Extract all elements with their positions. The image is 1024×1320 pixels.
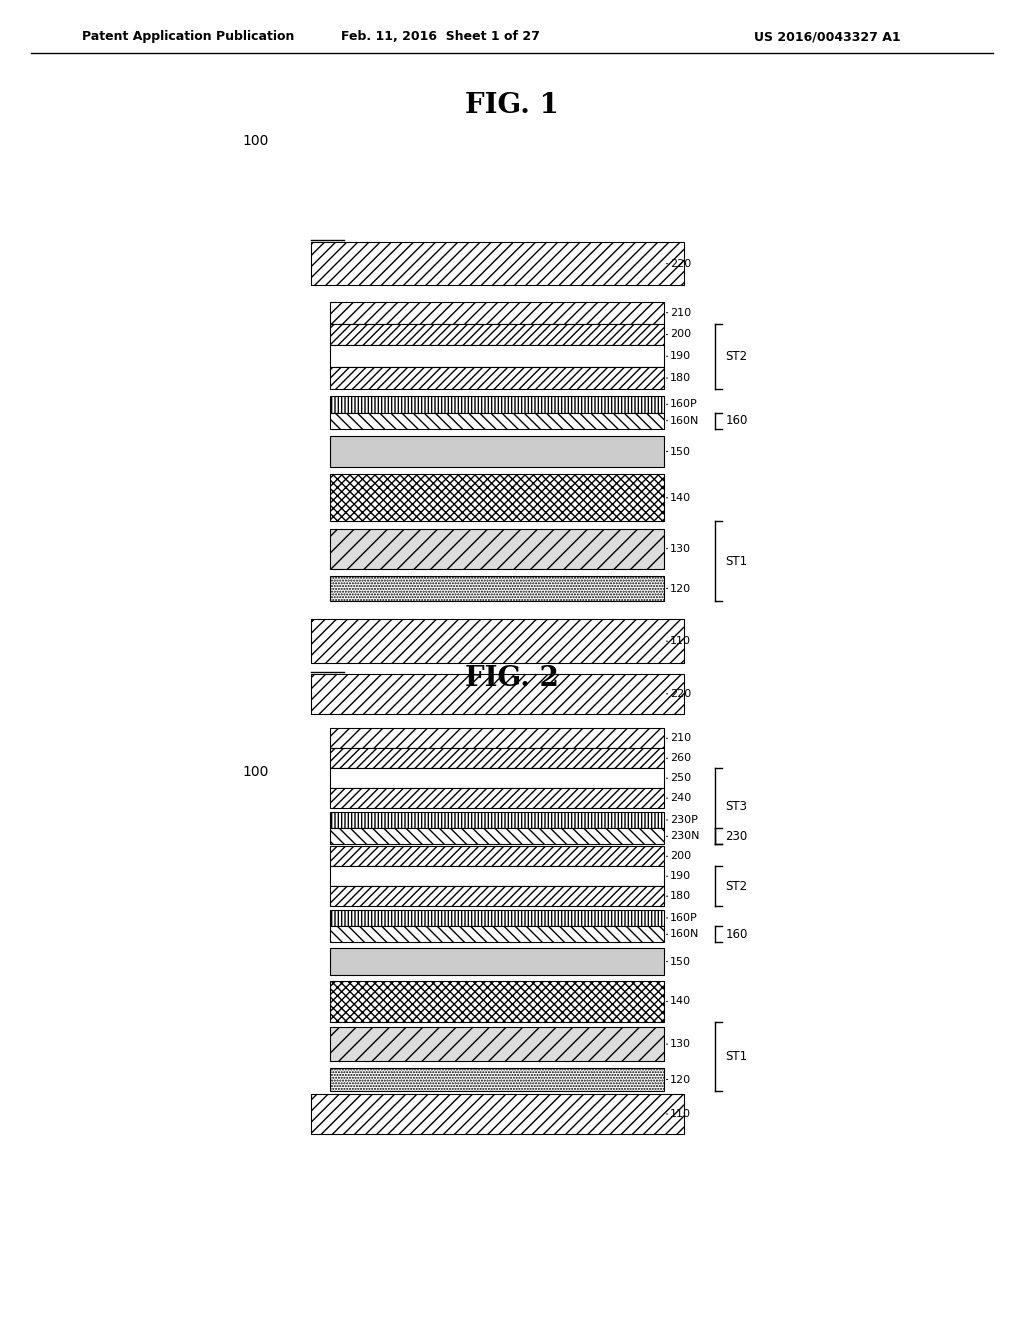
- Text: US 2016/0043327 A1: US 2016/0043327 A1: [755, 30, 901, 44]
- Bar: [331, 768, 664, 788]
- Bar: [331, 812, 664, 828]
- Bar: [331, 729, 664, 748]
- Text: 110: 110: [670, 636, 691, 647]
- Text: 120: 120: [670, 1074, 691, 1085]
- Bar: [331, 927, 664, 942]
- Bar: [331, 748, 664, 768]
- Text: ST2: ST2: [726, 879, 748, 892]
- Text: 230P: 230P: [670, 814, 698, 825]
- Text: 210: 210: [670, 308, 691, 318]
- Text: 160P: 160P: [670, 400, 697, 409]
- Text: 230: 230: [726, 830, 748, 842]
- Text: 160: 160: [726, 928, 748, 941]
- Bar: [331, 866, 664, 886]
- Text: ST2: ST2: [726, 350, 748, 363]
- Text: 100: 100: [243, 764, 269, 779]
- Bar: [331, 828, 664, 845]
- Text: 220: 220: [670, 259, 691, 269]
- Bar: [331, 529, 664, 569]
- Text: 180: 180: [670, 374, 691, 383]
- Bar: [331, 846, 664, 866]
- Bar: [331, 909, 664, 927]
- Bar: [331, 396, 664, 413]
- Text: 150: 150: [670, 446, 691, 457]
- Text: 240: 240: [670, 793, 691, 803]
- Text: 160N: 160N: [670, 929, 699, 940]
- Bar: [331, 948, 664, 975]
- Text: 130: 130: [670, 544, 691, 553]
- Text: 220: 220: [670, 689, 691, 698]
- Bar: [331, 886, 664, 907]
- Bar: [331, 436, 664, 467]
- Bar: [310, 619, 684, 663]
- Text: 250: 250: [670, 774, 691, 783]
- Text: 190: 190: [670, 871, 691, 882]
- Text: 150: 150: [670, 957, 691, 966]
- Bar: [331, 1068, 664, 1092]
- Text: 120: 120: [670, 583, 691, 594]
- Text: 180: 180: [670, 891, 691, 902]
- Bar: [331, 323, 664, 346]
- Bar: [331, 981, 664, 1022]
- Text: 160: 160: [726, 414, 748, 428]
- Bar: [331, 576, 664, 602]
- Bar: [331, 413, 664, 429]
- Bar: [331, 367, 664, 389]
- Text: 130: 130: [670, 1039, 691, 1049]
- Bar: [331, 346, 664, 367]
- Text: 160N: 160N: [670, 416, 699, 425]
- Text: 140: 140: [670, 492, 691, 503]
- Text: Feb. 11, 2016  Sheet 1 of 27: Feb. 11, 2016 Sheet 1 of 27: [341, 30, 540, 44]
- Bar: [310, 675, 684, 714]
- Text: 140: 140: [670, 997, 691, 1006]
- Text: ST3: ST3: [726, 800, 748, 813]
- Text: 200: 200: [670, 851, 691, 861]
- Text: 200: 200: [670, 330, 691, 339]
- Text: 100: 100: [243, 133, 269, 148]
- Text: FIG. 2: FIG. 2: [465, 665, 559, 692]
- Text: 260: 260: [670, 754, 691, 763]
- Text: 190: 190: [670, 351, 691, 362]
- Text: 110: 110: [670, 1109, 691, 1119]
- Bar: [310, 1094, 684, 1134]
- Text: 160P: 160P: [670, 913, 697, 923]
- Text: ST1: ST1: [726, 1051, 748, 1064]
- Bar: [331, 474, 664, 521]
- Text: 210: 210: [670, 734, 691, 743]
- Bar: [310, 242, 684, 285]
- Text: Patent Application Publication: Patent Application Publication: [82, 30, 294, 44]
- Bar: [331, 1027, 664, 1061]
- Bar: [331, 302, 664, 323]
- Text: 230N: 230N: [670, 832, 699, 841]
- Text: ST1: ST1: [726, 554, 748, 568]
- Text: FIG. 1: FIG. 1: [465, 92, 559, 119]
- Bar: [331, 788, 664, 808]
